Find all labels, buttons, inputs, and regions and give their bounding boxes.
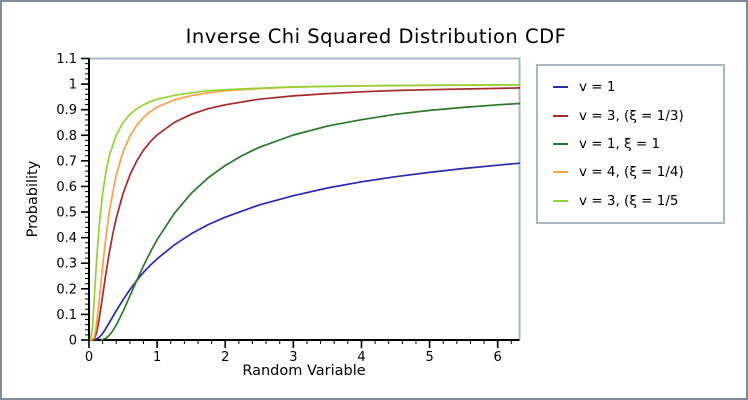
legend-item-label: v = 1, ξ = 1: [579, 135, 661, 152]
series-curve: [89, 84, 521, 341]
legend-item: v = 3, (ξ = 1/5: [538, 193, 723, 209]
legend-item: v = 1: [538, 79, 723, 95]
chart-title: Inverse Chi Squared Distribution CDF: [185, 25, 567, 48]
legend-item-label: v = 3, (ξ = 1/3): [579, 107, 684, 124]
legend-item: v = 4, (ξ = 1/4): [538, 164, 723, 180]
legend-item-label: v = 4, (ξ = 1/4): [579, 164, 684, 181]
series-curve: [100, 102, 521, 341]
x-axis-label: Random Variable: [242, 363, 366, 379]
plot-frame: [89, 57, 521, 340]
y-tick-label: 0.9: [56, 103, 77, 118]
legend-swatch: [553, 171, 568, 174]
y-tick-label: 0.8: [56, 129, 77, 144]
legend-item-label: v = 3, (ξ = 1/5: [579, 192, 679, 209]
legend-swatch: [553, 114, 568, 117]
x-tick-label: 4: [357, 350, 365, 365]
series-curve: [90, 162, 521, 341]
legend-swatch: [553, 86, 568, 89]
y-tick-label: 0.4: [56, 231, 77, 246]
x-tick-label: 0: [85, 350, 93, 365]
y-tick-label: 0: [69, 334, 77, 349]
y-tick-label: 0.3: [56, 257, 77, 272]
legend-swatch: [553, 142, 568, 145]
x-tick-label: 3: [289, 350, 297, 365]
x-tick-label: 1: [153, 350, 161, 365]
y-tick-label: 1: [69, 78, 77, 93]
y-axis-label: Probability: [25, 160, 41, 238]
series-curve: [92, 87, 521, 341]
x-tick-label: 6: [494, 350, 502, 365]
legend-item: v = 3, (ξ = 1/3): [538, 108, 723, 124]
series-curve: [90, 84, 521, 341]
legend-item: v = 1, ξ = 1: [538, 136, 723, 152]
y-tick-label: 1.1: [56, 52, 77, 67]
y-tick-label: 0.7: [56, 154, 77, 169]
y-tick-label: 0.2: [56, 282, 77, 297]
y-tick-label: 0.1: [56, 308, 77, 323]
y-tick-label: 0.5: [56, 206, 77, 221]
legend-swatch: [553, 199, 568, 202]
legend: v = 1 v = 3, (ξ = 1/3) v = 1, ξ = 1 v = 4, …: [536, 64, 725, 224]
y-tick-label: 0.6: [56, 180, 77, 195]
x-tick-label: 5: [425, 350, 433, 365]
legend-item-label: v = 1: [579, 79, 616, 96]
x-tick-label: 2: [221, 350, 229, 365]
